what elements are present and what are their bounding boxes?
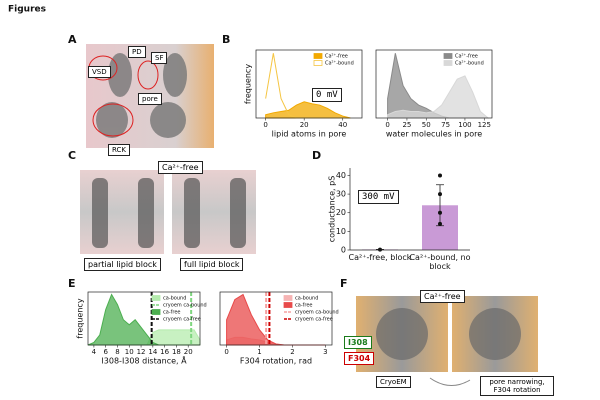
x-tick-label: 1 [257,348,261,356]
legend-swatch [313,60,323,66]
panel-label: E [68,277,76,290]
annotation: 300 mV [358,190,399,204]
legend-label: ca-bound [295,296,318,302]
annotation: 0 mV [312,88,342,102]
density-curve [265,101,351,119]
structure-label: VSD [88,66,111,78]
x-tick-label: 0 [263,121,267,129]
x-tick-label: 8 [115,348,119,356]
legend-swatch [443,60,453,66]
x-tick-label: Ca²⁺-bound, no block [409,253,471,271]
plot-frame [219,291,333,346]
panel-label: C [68,149,76,162]
structure-label: PD [128,46,146,58]
image-caption: partial lipid block [84,258,161,271]
x-tick-label: 2 [290,348,294,356]
x-tick-label: 0 [385,121,389,129]
y-tick-label: 20 [336,208,346,217]
legend-label: Ca²⁺-bound [455,61,484,67]
x-tick-label: 75 [441,121,450,129]
x-axis-label: I308-I308 distance, Å [101,355,187,366]
pore-view [469,308,521,360]
x-tick-label: 4 [92,348,97,356]
protein-shapes [96,53,187,138]
legend-swatch [151,309,161,315]
y-tick-label: 40 [336,171,346,180]
y-axis-label: frequency [76,298,85,338]
plot-frame [87,291,201,346]
legend-swatch [151,295,161,301]
x-tick-label: 100 [458,121,471,129]
data-point [378,247,382,252]
legend-swatch [443,53,453,59]
arrow [429,377,471,386]
data-point [438,221,442,226]
y-tick-label: 10 [336,227,346,236]
panel-label: A [68,33,77,46]
page-title: Figures [8,5,46,15]
legend-label: cryoem ca-bound [163,303,207,309]
image-caption: CryoEM [376,376,411,388]
y-axis-label: conductance, pS [328,176,337,243]
y-tick-label: 0 [341,246,346,255]
legend-label: ca-bound [163,296,186,302]
x-tick-label: 10 [125,348,134,356]
x-tick-label: 12 [137,348,146,356]
x-tick-label: 125 [478,121,491,129]
legend-label: Ca²⁺-free [455,54,478,60]
legend-label: Ca²⁺-bound [325,61,354,67]
structure-label: RCK [108,144,130,156]
density-curve [387,75,490,119]
plot-frame [375,49,493,119]
image-caption: pore narrowing, F304 rotation [480,376,554,396]
x-axis-label: F304 rotation, rad [240,357,312,366]
residue-label: F304 [344,352,375,365]
x-axis-label: lipid atoms in pore [272,130,347,139]
x-tick-label: 16 [160,348,169,356]
x-axis-label: water molecules in pore [386,130,482,139]
legend-swatch [283,302,293,308]
pore-view [376,308,428,360]
x-tick-label: 40 [338,121,347,129]
legend-label: cryoem ca-free [295,317,333,323]
data-point [438,210,442,215]
image-caption: full lipid block [180,258,244,271]
data-point [438,173,442,178]
panel-label: B [222,33,230,46]
panel-header: Ca²⁺-free [420,290,465,303]
y-axis-label: frequency [244,64,253,104]
structure-label: pore [138,93,162,105]
protein-shapes [92,178,246,248]
legend-label: Ca²⁺-free [325,54,348,60]
legend-label: cryoem ca-free [163,317,201,323]
legend-swatch [283,295,293,301]
legend-label: cryoem ca-bound [295,310,339,316]
legend-label: ca-free [295,303,312,309]
x-tick-label: 18 [172,348,181,356]
data-point [438,192,442,197]
x-tick-label: Ca²⁺-free, block [348,253,412,262]
y-tick-label: 30 [336,190,346,199]
legend-swatch [313,53,323,59]
structure-label: SF [151,52,168,64]
legend-label: ca-free [163,310,180,316]
residue-label: I308 [344,336,372,349]
x-tick-label: 3 [323,348,327,356]
x-tick-label: 25 [402,121,411,129]
x-tick-label: 20 [184,348,193,356]
panel-label: D [312,149,321,162]
panel-header: Ca²⁺-free [158,161,203,174]
x-tick-label: 20 [300,121,309,129]
x-tick-label: 14 [148,348,157,356]
plot-frame [255,49,363,119]
panel-label: F [340,277,348,290]
x-tick-label: 6 [103,348,108,356]
x-tick-label: 50 [422,121,431,129]
x-tick-label: 0 [224,348,228,356]
